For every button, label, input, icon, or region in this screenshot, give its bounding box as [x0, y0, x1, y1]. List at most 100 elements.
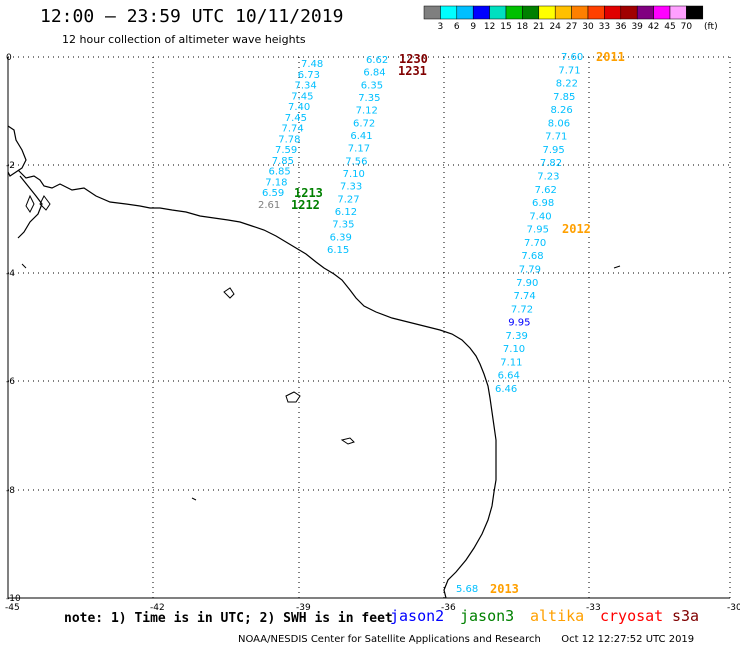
island-e	[21, 263, 27, 269]
track3-value: 7.68	[521, 251, 543, 262]
colorbar-swatch	[686, 5, 704, 20]
island-upper-left	[7, 125, 27, 177]
track3-value: 8.06	[548, 118, 570, 129]
coast-fragment	[17, 175, 43, 239]
island-a	[223, 287, 235, 299]
colorbar-tick-label: 70	[680, 22, 693, 32]
timestamp: Oct 12 12:27:52 UTC 2019	[561, 634, 695, 645]
track3-value: 7.70	[524, 238, 546, 249]
satellite-legend-item: jason3	[460, 607, 515, 625]
track3-value: 7.95	[543, 145, 565, 156]
track1-value: 6.59	[262, 188, 284, 199]
track4-value: 5.68	[456, 584, 478, 595]
x-tick-label: -36	[441, 603, 456, 613]
satellite-legend-item: altika	[530, 607, 585, 625]
track3-value: 7.85	[553, 92, 575, 103]
island-cluster	[25, 194, 51, 213]
credit-text: NOAA/NESDIS Center for Satellite Applica…	[238, 634, 541, 645]
colorbar-swatch	[669, 5, 687, 20]
track3-value: 7.60	[561, 52, 583, 63]
track2-value: 7.35	[358, 93, 380, 104]
colorbar-tick-label: 6	[453, 22, 460, 32]
track1-value: 6.73	[298, 70, 320, 81]
island-c	[340, 437, 355, 445]
track1-time-label: 1213	[294, 186, 323, 200]
y-tick-label: -10	[6, 594, 21, 604]
track2-value: 6.41	[350, 131, 372, 142]
colorbar-swatch	[522, 5, 540, 20]
track3-value: 7.11	[500, 357, 522, 368]
colorbar-swatch	[440, 5, 458, 20]
track2-value: 7.12	[356, 106, 378, 117]
coastline	[17, 169, 497, 599]
y-tick-label: -4	[6, 269, 15, 279]
colorbar-tick-label: 27	[565, 22, 578, 32]
satellite-legend-item: s3a	[672, 607, 700, 625]
colorbar-tick-label: 39	[631, 22, 643, 32]
track2-value: 6.84	[363, 68, 385, 79]
track1-value: 7.85	[272, 156, 294, 167]
track3-value: 7.71	[545, 132, 567, 143]
x-tick-label: -39	[296, 603, 311, 613]
x-tick-label: -33	[586, 603, 601, 613]
track3-value: 7.95	[527, 225, 549, 236]
track1-value: 7.40	[288, 102, 310, 113]
track3-value: 7.10	[503, 344, 525, 355]
colorbar-tick-label: 24	[549, 22, 561, 32]
colorbar-swatch	[472, 5, 490, 20]
colorbar-swatch	[636, 5, 654, 20]
track2-value: 6.15	[327, 245, 349, 256]
track3-value: 8.22	[556, 79, 578, 90]
track3-value: 6.64	[498, 371, 520, 382]
track3-value: 6.98	[532, 198, 554, 209]
colorbar-swatch	[554, 5, 572, 20]
track1-value: 7.48	[301, 59, 323, 70]
track1-value: 7.78	[278, 134, 300, 145]
track3-value: 7.79	[519, 264, 541, 275]
track3-value: 7.40	[529, 211, 551, 222]
colorbar-swatch	[538, 5, 556, 20]
track3-time-label: 2012	[562, 222, 591, 236]
track3-value: 7.90	[516, 278, 538, 289]
track3-value: 7.72	[511, 304, 533, 315]
x-tick-label: -30	[727, 603, 740, 613]
island-f	[191, 497, 197, 501]
satellite-legend-item: cryosat	[600, 607, 664, 625]
track2-value: 7.33	[340, 182, 362, 193]
colorbar-swatch	[489, 5, 507, 20]
island-d	[613, 265, 621, 269]
colorbar-tick-label: 42	[647, 22, 660, 32]
colorbar-tick-label: 45	[664, 22, 676, 32]
track1-value: 7.45	[291, 91, 313, 102]
track4-time-label: 2013	[490, 582, 519, 596]
track3-time-label: 2011	[596, 50, 625, 64]
track1-value: 7.59	[275, 145, 297, 156]
footer-note: note: 1) Time is in UTC; 2) SWH is in fe…	[64, 611, 393, 626]
colorbar-unit: (ft)	[704, 22, 718, 32]
track3-value: 7.39	[506, 331, 528, 342]
track2-value: 7.56	[345, 156, 367, 167]
colorbar-swatch	[456, 5, 474, 20]
track3-value: 8.26	[550, 105, 572, 116]
track1-value: 7.18	[265, 177, 287, 188]
colorbar-tick-label: 36	[615, 22, 627, 32]
track2-value: 7.27	[337, 194, 359, 205]
track2-time-label: 1230	[399, 52, 428, 66]
y-tick-label: -6	[6, 377, 15, 387]
track2-value: 7.10	[343, 169, 365, 180]
track1-time-label: 1212	[291, 198, 320, 212]
track3-value: 7.82	[540, 158, 562, 169]
island-b	[285, 391, 301, 403]
track3-value: 9.95	[508, 318, 530, 329]
y-tick-label: 0	[6, 53, 12, 63]
track2-value: 6.72	[353, 118, 375, 129]
track2-value: 6.39	[330, 232, 352, 243]
x-tick-label: -45	[5, 603, 20, 613]
track3-value: 7.74	[513, 291, 535, 302]
credit-line: NOAA/NESDIS Center for Satellite Applica…	[238, 634, 694, 645]
colorbar-tick-label: 33	[598, 22, 611, 32]
track2-value: 6.12	[335, 207, 357, 218]
track1-value: 6.85	[269, 167, 291, 178]
track3-value: 7.23	[537, 172, 559, 183]
